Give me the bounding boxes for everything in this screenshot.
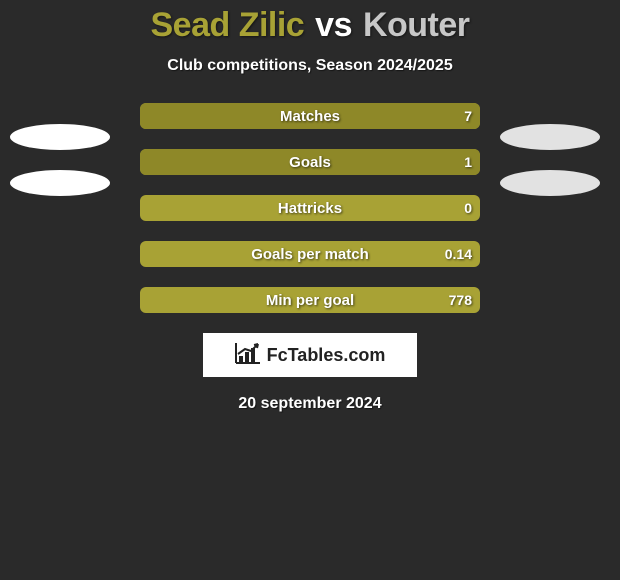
subtitle: Club competitions, Season 2024/2025 (0, 57, 620, 75)
vs-label: vs (315, 6, 352, 44)
stat-label: Goals (140, 149, 480, 175)
stat-value: 778 (449, 287, 472, 313)
stat-label: Hattricks (140, 195, 480, 221)
stat-label: Min per goal (140, 287, 480, 313)
left-ellipse (10, 170, 110, 196)
stat-row: Min per goal778 (140, 287, 480, 313)
stat-label: Goals per match (140, 241, 480, 267)
comparison-title: Sead Zilic vs Kouter (0, 0, 620, 45)
stat-row: Hattricks0 (140, 195, 480, 221)
date-label: 20 september 2024 (0, 395, 620, 413)
logo-text: FcTables.com (267, 345, 386, 366)
player1-name: Sead Zilic (150, 6, 304, 44)
stat-value: 1 (464, 149, 472, 175)
stat-row: Matches7 (140, 103, 480, 129)
stat-value: 0 (464, 195, 472, 221)
stat-label: Matches (140, 103, 480, 129)
stat-value: 7 (464, 103, 472, 129)
player2-name: Kouter (363, 6, 470, 44)
right-ellipse (500, 124, 600, 150)
stat-row: Goals per match0.14 (140, 241, 480, 267)
stat-value: 0.14 (445, 241, 472, 267)
right-ellipse (500, 170, 600, 196)
left-ellipse (10, 124, 110, 150)
logo-box: FcTables.com (203, 333, 417, 377)
logo: FcTables.com (235, 342, 386, 369)
stat-row: Goals1 (140, 149, 480, 175)
chart-icon (235, 342, 261, 369)
